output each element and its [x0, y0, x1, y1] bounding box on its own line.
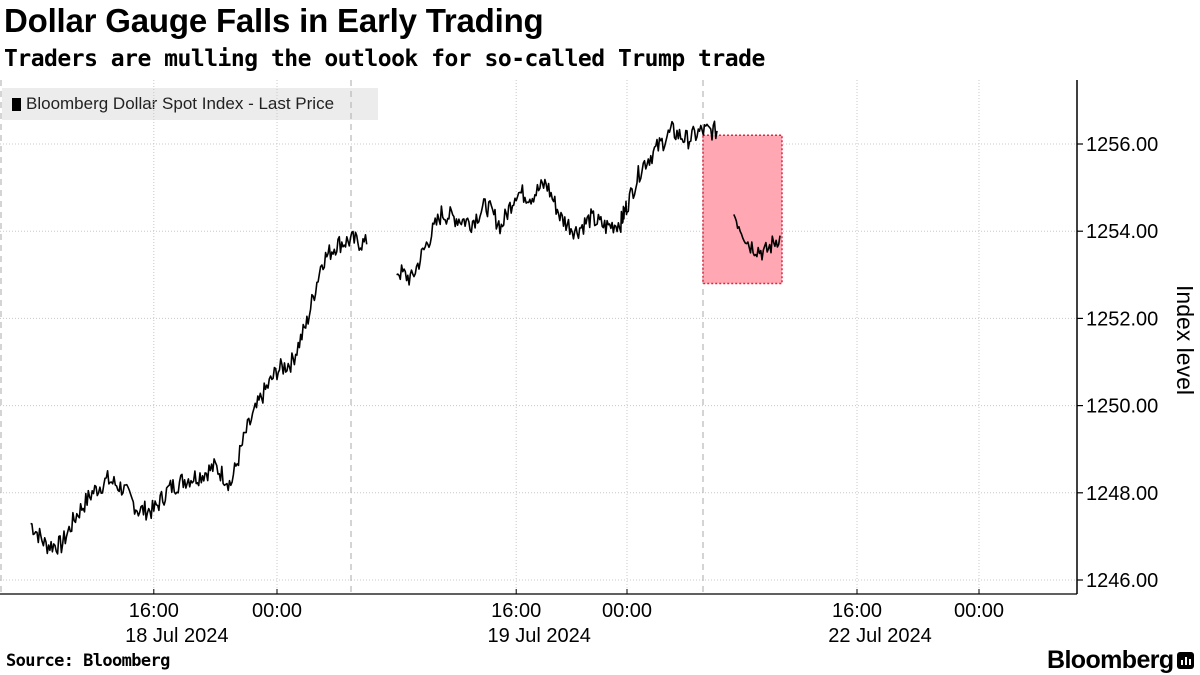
x-date-label: 22 Jul 2024: [828, 625, 931, 647]
x-tick-label: 16:00: [129, 600, 179, 622]
x-date-label: 19 Jul 2024: [487, 625, 590, 647]
legend: Bloomberg Dollar Spot Index - Last Price: [2, 88, 378, 120]
legend-label: Bloomberg Dollar Spot Index - Last Price: [26, 94, 335, 113]
legend-swatch: [12, 97, 21, 111]
bloomberg-chart-icon: [1177, 652, 1194, 669]
x-tick-label: 00:00: [252, 600, 302, 622]
y-tick-label: 1248.00: [1086, 483, 1158, 505]
x-date-label: 18 Jul 2024: [125, 625, 228, 647]
y-tick-label: 1250.00: [1086, 396, 1158, 418]
grid-lines: [0, 80, 1077, 594]
x-tick-label: 16:00: [832, 600, 882, 622]
y-axis-title: Index level: [1172, 285, 1198, 395]
series-segment-2: [396, 120, 718, 286]
series-segment-1: [30, 230, 368, 555]
source-note: Source: Bloomberg: [6, 651, 170, 671]
chart-subtitle: Traders are mulling the outlook for so-c…: [4, 46, 765, 72]
chart-title: Dollar Gauge Falls in Early Trading: [4, 2, 544, 39]
series-lines: [30, 120, 781, 555]
y-tick-label: 1256.00: [1086, 134, 1158, 156]
y-tick-label: 1246.00: [1086, 570, 1158, 592]
x-tick-label: 00:00: [954, 600, 1004, 622]
x-tick-label: 00:00: [602, 600, 652, 622]
axes: 1246.00 1248.00 1250.00 1252.00 1254.00 1256.…: [0, 80, 1198, 647]
brand-logo-text: Bloomberg: [1047, 646, 1174, 674]
highlight-region: [702, 134, 783, 285]
y-tick-label: 1252.00: [1086, 308, 1158, 330]
x-tick-label: 16:00: [491, 600, 541, 622]
series-segment-3: [733, 214, 781, 261]
y-tick-label: 1254.00: [1086, 221, 1158, 243]
